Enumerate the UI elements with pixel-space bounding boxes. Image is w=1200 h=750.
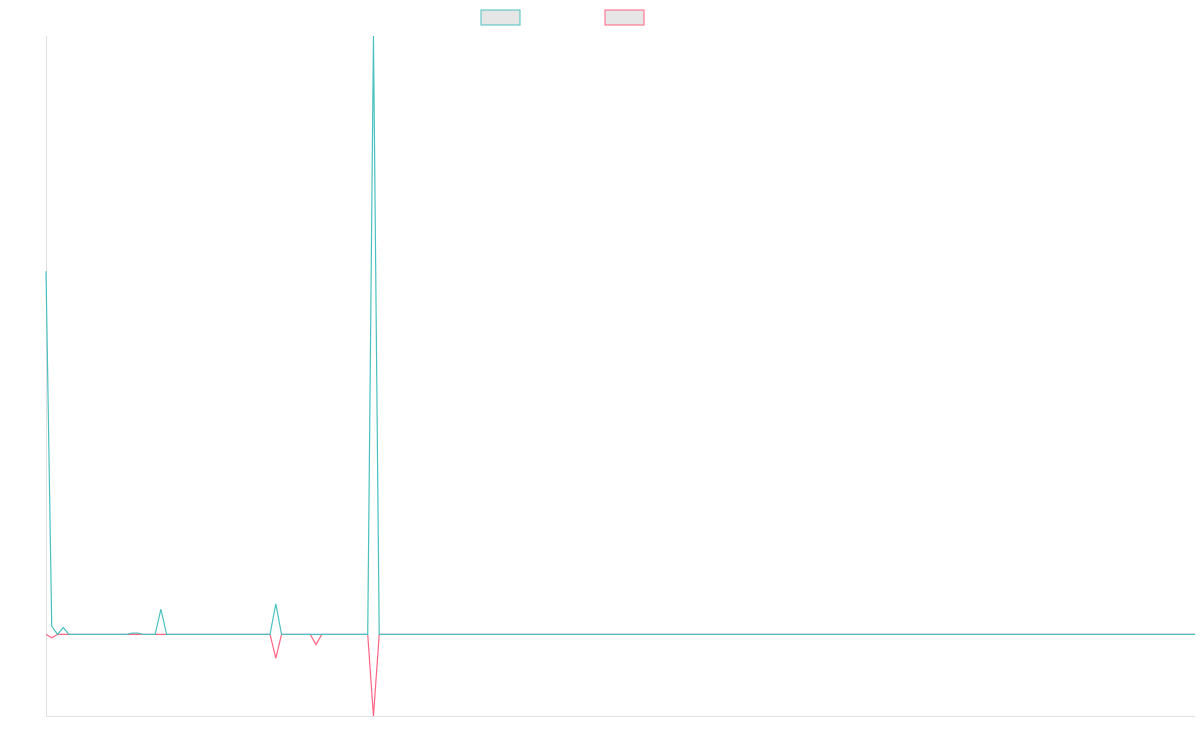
series-line xyxy=(45,633,1195,717)
legend-swatch[interactable] xyxy=(604,9,645,26)
series-line xyxy=(45,35,1195,636)
legend-swatch[interactable] xyxy=(480,9,521,26)
